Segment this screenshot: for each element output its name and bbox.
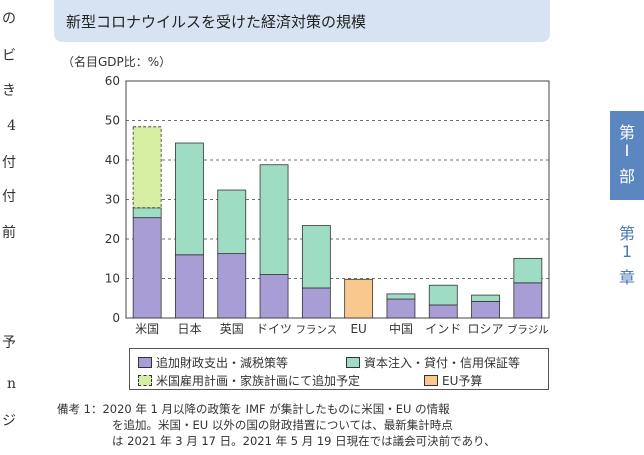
x-tick-label: 日本	[177, 322, 201, 336]
bar-segment	[471, 301, 500, 319]
x-tick-label: 中国	[389, 321, 413, 336]
bar-segment	[386, 293, 416, 300]
bar-segment	[217, 253, 247, 319]
x-tick-label: ブラジル	[507, 323, 549, 336]
bar-segment	[175, 254, 204, 319]
legend-item-additional-fiscal: 追加財政支出・減税策等	[138, 354, 288, 371]
side-tab-char: 第	[618, 123, 635, 142]
note-line: を追加。米国・EU 以外の国の財政措置については、最新集計時点	[112, 418, 453, 432]
legend-label: 米国雇用計画・家族計画にて追加予定	[156, 374, 361, 388]
legend-item-eu-budget: EU予算	[424, 372, 482, 389]
y-tick-label: 0	[112, 311, 120, 325]
legend-swatch	[346, 357, 360, 368]
y-unit-label: （名目GDP比：%）	[62, 55, 172, 69]
bar-segment	[217, 189, 247, 255]
margin-char: き	[2, 83, 16, 99]
margin-char: 4	[7, 118, 16, 134]
bar-segment	[513, 282, 543, 319]
y-tick-label: 60	[105, 74, 120, 88]
bar-segment	[132, 217, 162, 319]
bar-segment	[301, 287, 331, 319]
y-tick-label: 30	[105, 193, 120, 207]
left-margin-text: の ビ き 4 付 付 前 予 n ジ	[0, 0, 20, 455]
legend-swatch	[138, 375, 152, 386]
x-tick-label: ドイツ	[256, 322, 292, 336]
side-tab-chapter: 第 1 章	[610, 200, 644, 300]
bar-segment	[259, 274, 289, 319]
bar-segment	[259, 164, 289, 275]
y-tick-label: 40	[105, 153, 120, 167]
margin-char: n	[6, 376, 16, 392]
chart-legend: 追加財政支出・減税策等 資本注入・貸付・信用保証等 米国雇用計画・家族計画にて追…	[129, 348, 549, 390]
bar-segment	[386, 298, 416, 319]
side-tab-char: Ⅰ	[624, 141, 630, 160]
figure-note: 備考 1：2020 年 1 月以降の政策を IMF が集計したものに米国・EU …	[57, 401, 557, 449]
side-tab-char: 1	[621, 242, 633, 261]
legend-swatch	[424, 375, 438, 386]
bar-segment	[132, 126, 162, 209]
x-tick-label: 米国	[135, 322, 159, 336]
x-tick-label: フランス	[295, 324, 337, 336]
margin-char: ジ	[2, 413, 16, 429]
bar-segment	[175, 142, 204, 256]
margin-char: 付	[2, 189, 16, 205]
bar-segment	[513, 257, 543, 284]
bar-segment	[471, 294, 500, 302]
legend-swatch	[138, 357, 152, 368]
bar-segment	[344, 278, 374, 319]
x-tick-label: 英国	[220, 322, 244, 336]
legend-label: 追加財政支出・減税策等	[156, 356, 289, 370]
side-tab-char: 章	[618, 268, 635, 287]
stacked-bar-chart: 0 10 20 30 40 50 60 米国 日本 英国 ドイツ フランス EU 中国 インド ロシア ブラジル	[105, 74, 550, 336]
margin-char: 予	[2, 335, 16, 351]
legend-label: EU予算	[442, 374, 483, 388]
legend-item-us-employment-plan: 米国雇用計画・家族計画にて追加予定	[138, 372, 360, 389]
note-line: は 2021 年 3 月 17 日。2021 年 5 月 19 日現在では議会可…	[112, 434, 496, 448]
figure-title: 新型コロナウイルスを受けた経済対策の規模	[66, 13, 367, 31]
side-tab-char: 第	[618, 224, 635, 243]
figure-title-box: 新型コロナウイルスを受けた経済対策の規模	[54, 0, 550, 42]
bar-segment	[428, 304, 458, 319]
margin-char: の	[2, 11, 16, 27]
note-line: 備考 1：2020 年 1 月以降の政策を IMF が集計したものに米国・EU …	[57, 402, 450, 416]
legend-item-capital-injection: 資本注入・貸付・信用保証等	[346, 354, 520, 371]
y-tick-label: 20	[105, 232, 120, 246]
x-tick-label: EU	[350, 322, 366, 336]
side-tab-char: 部	[618, 167, 635, 186]
margin-char: 前	[2, 225, 16, 241]
bar-segment	[132, 207, 162, 219]
y-tick-label: 50	[105, 114, 120, 128]
x-tick-label: ロシア	[468, 322, 504, 336]
y-tick-label: 10	[105, 272, 120, 286]
margin-char: 付	[2, 155, 16, 171]
margin-char: ビ	[2, 48, 16, 64]
bar-segment	[428, 284, 458, 306]
legend-label: 資本注入・貸付・信用保証等	[364, 356, 521, 370]
x-tick-label: インド	[425, 322, 461, 336]
bar-segment	[301, 225, 331, 289]
